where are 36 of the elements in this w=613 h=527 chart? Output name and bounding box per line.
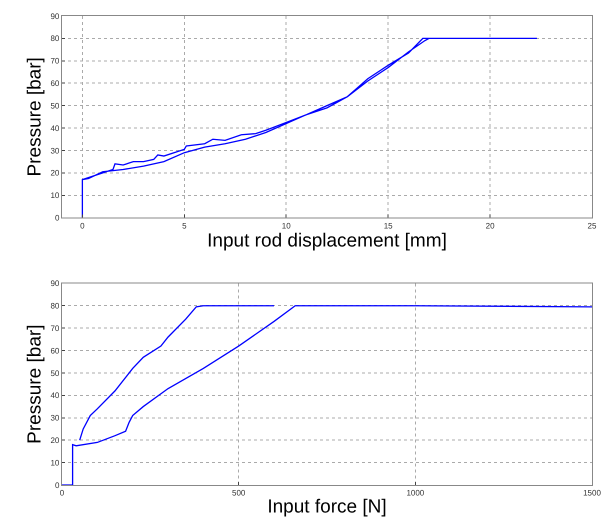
x-tick-label: 0: [80, 221, 86, 230]
y-tick-label: 40: [50, 124, 60, 133]
y-tick-label: 60: [50, 346, 60, 356]
y-axis-title: Pressure [bar]: [24, 57, 46, 176]
y-tick-label: 0: [54, 480, 60, 490]
line-series: [79, 305, 275, 441]
y-tick-label: 70: [50, 56, 60, 66]
x-tick-label: 1500: [583, 488, 602, 498]
y-tick-label: 0: [54, 213, 60, 222]
x-tick-label: 25: [588, 221, 597, 230]
line-series: [62, 305, 592, 485]
y-tick-label: 40: [50, 391, 60, 400]
y-tick-label: 70: [50, 324, 60, 333]
x-tick-label: 20: [486, 221, 496, 230]
y-tick-label: 20: [50, 436, 60, 445]
x-tick-label: 15: [384, 221, 394, 230]
y-tick-label: 10: [50, 191, 60, 200]
y-tick-label: 90: [50, 12, 60, 21]
x-axis-title: Input rod displacement [mm]: [207, 230, 447, 252]
y-tick-label: 60: [50, 79, 60, 88]
y-tick-label: 50: [50, 101, 60, 110]
y-tick-label: 80: [50, 302, 60, 311]
x-tick-label: 500: [232, 488, 246, 498]
y-tick-label: 10: [50, 458, 60, 468]
y-axis-title: Pressure [bar]: [24, 324, 46, 444]
y-tick-label: 30: [50, 146, 60, 156]
y-tick-label: 50: [50, 368, 60, 378]
y-tick-label: 20: [50, 168, 60, 178]
line-series: [82, 38, 538, 218]
x-tick-label: 1000: [406, 488, 425, 498]
y-tick-label: 30: [50, 414, 60, 423]
y-tick-label: 80: [50, 34, 60, 44]
x-tick-label: 10: [282, 221, 292, 230]
x-tick-label: 5: [182, 221, 188, 230]
y-tick-label: 90: [50, 279, 60, 288]
x-axis-title: Input force [N]: [267, 496, 387, 518]
